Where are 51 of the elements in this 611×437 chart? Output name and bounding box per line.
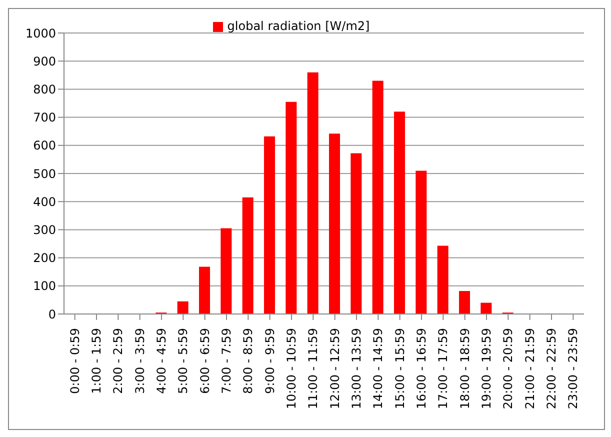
x-tick-label: 5:00 - 5:59: [176, 328, 190, 394]
bar: [459, 290, 470, 314]
x-tick-label: 23:00 - 23:59: [566, 328, 580, 410]
y-tick-label: 900: [33, 54, 56, 68]
y-tick-label: 200: [33, 251, 56, 266]
x-tick-label: 11:00 - 11:59: [306, 328, 320, 410]
bar: [350, 153, 362, 314]
x-tick-label: 8:00 - 8:59: [241, 328, 256, 394]
bar: [372, 80, 384, 314]
x-tick-label: 17:00 - 17:59: [436, 328, 450, 410]
bar: [242, 197, 254, 314]
x-tick-label: 10:00 - 10:59: [284, 328, 298, 410]
x-tick-label: 9:00 - 9:59: [262, 328, 277, 394]
x-tick-label: 18:00 - 18:59: [458, 328, 472, 410]
bar: [264, 136, 275, 314]
x-tick-label: 20:00 - 20:59: [501, 328, 516, 410]
x-tick-label: 1:00 - 1:59: [90, 328, 104, 394]
y-tick-label: 800: [33, 82, 56, 96]
x-tick-label: 0:00 - 0:59: [68, 328, 82, 394]
y-tick-label: 400: [33, 194, 56, 209]
x-tick-label: 22:00 - 22:59: [544, 328, 558, 410]
x-tick-label: 15:00 - 15:59: [392, 328, 407, 410]
y-tick-label: 1000: [25, 26, 56, 40]
x-tick-label: 2:00 - 2:59: [111, 328, 126, 394]
x-tick-label: 13:00 - 13:59: [350, 328, 364, 410]
legend-label: global radiation [W/m2]: [227, 19, 370, 33]
x-tick-label: 3:00 - 3:59: [132, 328, 147, 394]
bar: [416, 170, 427, 314]
x-tick-label: 4:00 - 4:59: [154, 328, 168, 394]
x-tick-label: 14:00 - 14:59: [371, 328, 386, 410]
bar: [329, 134, 340, 314]
y-tick-label: 0: [48, 307, 56, 322]
y-tick-label: 700: [33, 110, 56, 125]
bar: [286, 102, 297, 314]
x-tick-label: 7:00 - 7:59: [220, 328, 234, 394]
x-tick-label: 16:00 - 16:59: [414, 328, 428, 410]
bar: [394, 112, 405, 314]
y-tick-label: 100: [33, 279, 56, 294]
x-tick-label: 6:00 - 6:59: [198, 328, 212, 394]
bar: [220, 228, 232, 314]
x-tick-label: 21:00 - 21:59: [522, 328, 537, 410]
bar: [199, 266, 210, 314]
y-tick-label: 300: [33, 222, 56, 237]
bar: [177, 301, 188, 314]
x-tick-label: 19:00 - 19:59: [480, 328, 494, 410]
bar: [307, 72, 318, 314]
y-tick-label: 500: [33, 166, 56, 181]
y-tick-label: 600: [33, 138, 56, 153]
bar: [437, 246, 448, 314]
x-tick-label: 12:00 - 12:59: [328, 328, 342, 410]
bar: [480, 302, 492, 314]
